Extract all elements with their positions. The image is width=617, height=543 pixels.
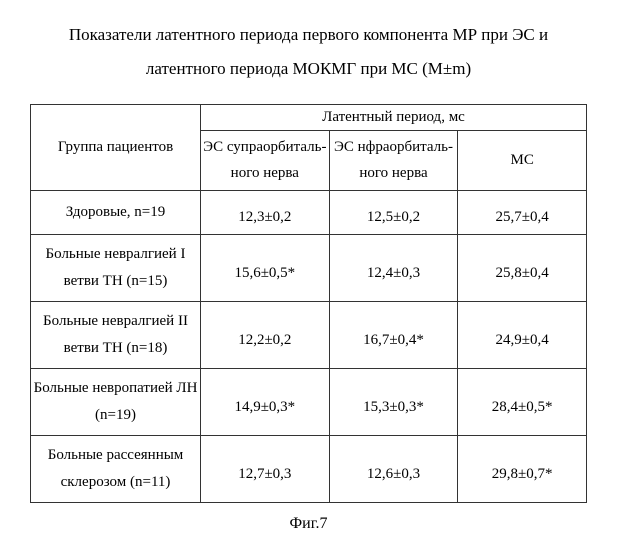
cell-value: 16,7±0,4*: [329, 302, 458, 369]
row-label: Больные рассеянным склерозом (n=11): [31, 436, 201, 503]
table-row: Больные рассеянным склерозом (n=11) 12,7…: [31, 436, 587, 503]
subheader-supraorbital: ЭС супраорбиталь- ного нерва: [201, 131, 330, 191]
cell-value: 15,3±0,3*: [329, 369, 458, 436]
cell-value: 12,4±0,3: [329, 235, 458, 302]
cell-value: 14,9±0,3*: [201, 369, 330, 436]
table-row: Больные невралгией II ветви ТН (n=18) 12…: [31, 302, 587, 369]
data-table: Группа пациентов Латентный период, мс ЭС…: [30, 104, 587, 503]
row-label: Больные невралгией II ветви ТН (n=18): [31, 302, 201, 369]
cell-value: 28,4±0,5*: [458, 369, 587, 436]
subheader-ms: МС: [458, 131, 587, 191]
cell-value: 25,7±0,4: [458, 191, 587, 235]
col-header-group: Группа пациентов: [31, 105, 201, 191]
cell-value: 25,8±0,4: [458, 235, 587, 302]
cell-value: 24,9±0,4: [458, 302, 587, 369]
row-label: Больные невралгией I ветви ТН (n=15): [31, 235, 201, 302]
figure-title: Показатели латентного периода первого ко…: [30, 18, 587, 86]
title-line-2: латентного периода МОКМГ при МС (M±m): [146, 59, 471, 78]
row-label: Больные невропатией ЛН (n=19): [31, 369, 201, 436]
table-row: Больные невралгией I ветви ТН (n=15) 15,…: [31, 235, 587, 302]
table-row: Здоровые, n=19 12,3±0,2 12,5±0,2 25,7±0,…: [31, 191, 587, 235]
cell-value: 12,3±0,2: [201, 191, 330, 235]
cell-value: 12,7±0,3: [201, 436, 330, 503]
cell-value: 29,8±0,7*: [458, 436, 587, 503]
col-header-span: Латентный период, мс: [201, 105, 587, 131]
cell-value: 12,2±0,2: [201, 302, 330, 369]
page: Показатели латентного периода первого ко…: [0, 0, 617, 543]
subheader-infraorbital: ЭС нфраорбиталь- ного нерва: [329, 131, 458, 191]
title-line-1: Показатели латентного периода первого ко…: [69, 25, 548, 44]
row-label: Здоровые, n=19: [31, 191, 201, 235]
cell-value: 15,6±0,5*: [201, 235, 330, 302]
cell-value: 12,5±0,2: [329, 191, 458, 235]
cell-value: 12,6±0,3: [329, 436, 458, 503]
header-row-1: Группа пациентов Латентный период, мс: [31, 105, 587, 131]
table-row: Больные невропатией ЛН (n=19) 14,9±0,3* …: [31, 369, 587, 436]
figure-caption: Фиг.7: [30, 515, 587, 533]
